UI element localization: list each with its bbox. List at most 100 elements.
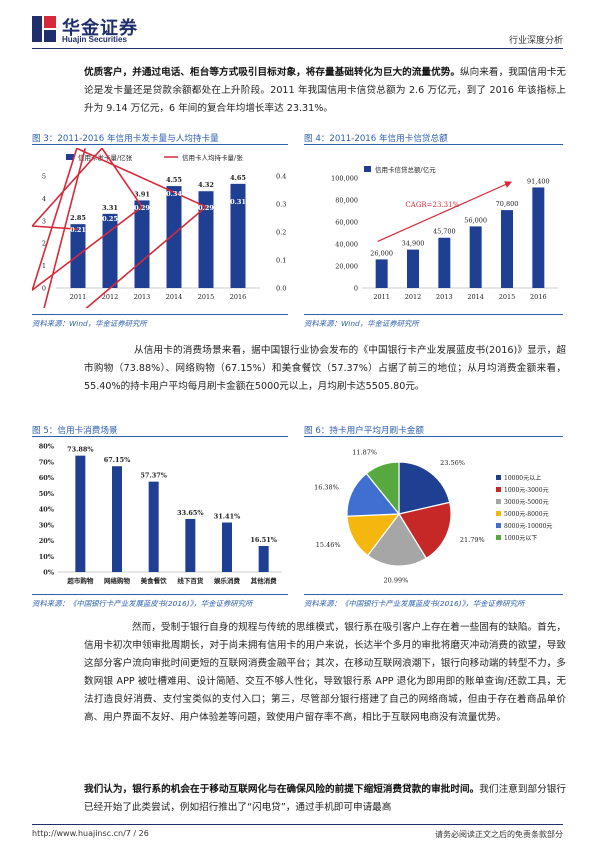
fig3-line-label: 0.31 bbox=[230, 198, 246, 206]
fig4-ytick: 40,000 bbox=[335, 241, 358, 249]
fig4-bar-label: 70,800 bbox=[496, 200, 519, 208]
fig6-slice-label: 23.56% bbox=[440, 459, 465, 467]
fig5-ytick: 20% bbox=[39, 537, 55, 545]
fig4-ytick: 0 bbox=[354, 285, 358, 293]
fig3-line-label: 0.29 bbox=[134, 204, 150, 212]
fig4-xtick: 2012 bbox=[405, 293, 422, 301]
fig3-bar-label: 4.55 bbox=[166, 176, 182, 184]
footer-disclaimer: 请务必阅读正文之后的免责条款部分 bbox=[435, 830, 563, 839]
fig6-legend-swatch bbox=[496, 523, 501, 528]
fig3-bar-label: 3.31 bbox=[102, 204, 118, 212]
fig3-ytick-right: 0.4 bbox=[276, 173, 286, 181]
fig5-ytick: 0% bbox=[43, 569, 55, 577]
fig4-ytick: 80,000 bbox=[335, 197, 358, 205]
fig4-bar bbox=[532, 187, 545, 288]
fig3-ytick-left: 3 bbox=[42, 217, 46, 225]
fig6-bottom-rule bbox=[304, 594, 563, 595]
fig4-title: 图 4：2011-2016 年信用卡信贷总额 bbox=[304, 134, 448, 144]
fig6-legend-label: 3000元-5000元 bbox=[504, 499, 549, 506]
fig3-legend-label-bars: 信用卡发卡量/亿张 bbox=[78, 153, 133, 162]
fig5-xtick: 娱乐消费 bbox=[214, 576, 241, 585]
fig6-source: 资料来源：《中国银行卡产业发展蓝皮书(2016)》，华金证券研究所 bbox=[304, 599, 525, 608]
fig6-legend-label: 10000元以上 bbox=[504, 474, 541, 482]
fig3-bar-label: 4.32 bbox=[198, 181, 214, 189]
fig4-bar bbox=[469, 226, 482, 288]
fig3-ytick-left: 4 bbox=[42, 195, 46, 203]
fig5-xtick: 超市购物 bbox=[66, 576, 94, 585]
fig6-slice bbox=[366, 512, 428, 567]
fig5-bar bbox=[75, 455, 86, 572]
fig5-bar-label: 73.88% bbox=[67, 446, 94, 454]
fig3-ytick-left: 2 bbox=[42, 240, 46, 248]
fig6-slice-label: 20.99% bbox=[384, 576, 409, 584]
fig3-ytick-left: 0 bbox=[42, 285, 46, 293]
fig3-xtick: 2013 bbox=[134, 293, 151, 301]
fig6-legend-label: 1000元以下 bbox=[504, 535, 537, 542]
fig6-legend-swatch bbox=[496, 487, 501, 492]
opportunity-bold: 我们认为，银行系的机会在于移动互联网化与在确保风险的前提下缩短消费贷款的审批时间… bbox=[84, 784, 480, 795]
fig4-bar-label: 45,700 bbox=[433, 228, 456, 236]
company-name-en: Huajin Securities bbox=[62, 35, 127, 44]
fig5-ytick: 60% bbox=[39, 474, 55, 482]
fig5-bar-label: 57.37% bbox=[140, 472, 167, 480]
fig5-bar bbox=[185, 519, 196, 572]
fig5-title: 图 5：信用卡消费场景 bbox=[32, 426, 118, 436]
fig6-slice-label: 16.38% bbox=[314, 483, 339, 491]
fig3-bar bbox=[166, 186, 182, 288]
fig6-title: 图 6：持卡用户平均月刷卡金额 bbox=[304, 426, 424, 436]
fig5-bar-label: 33.65% bbox=[177, 509, 204, 517]
fig6-slice-label: 15.46% bbox=[316, 541, 341, 549]
fig6-legend-label: 8000元-10000元 bbox=[504, 523, 552, 530]
fig4-bar bbox=[375, 259, 388, 288]
fig3-ytick-right: 0.1 bbox=[276, 257, 286, 265]
fig4-bar bbox=[407, 249, 419, 288]
fig6-chart: 23.56% 21.79% 20.99% 15.46% 16.38% 11.87% 1000… bbox=[314, 448, 552, 584]
fig3-line-label: 0.25 bbox=[102, 215, 118, 223]
fig4-ytick: 100,000 bbox=[331, 175, 358, 183]
fig3-bar-label: 3.91 bbox=[134, 190, 150, 198]
fig3-xtick: 2015 bbox=[198, 293, 215, 301]
fig6-legend-label: 1000元-3000元 bbox=[504, 487, 549, 494]
fig4-cagr-label: CAGR=23.31% bbox=[405, 201, 459, 209]
fig3-ytick-right: 0.2 bbox=[276, 229, 286, 237]
fig4-bar bbox=[438, 237, 451, 288]
fig5-bar bbox=[148, 481, 159, 572]
fig4-rule bbox=[304, 144, 563, 145]
fig4-xtick: 2016 bbox=[530, 293, 547, 301]
fig4-bar-label: 34,900 bbox=[402, 240, 425, 248]
fig4-bar-label: 56,000 bbox=[464, 216, 487, 224]
fig5-xtick: 线下百货 bbox=[177, 576, 204, 585]
fig4-xtick: 2015 bbox=[499, 293, 516, 301]
fig6-slice bbox=[365, 461, 400, 516]
fig3-bar-label: 4.65 bbox=[230, 174, 246, 182]
fig5-bar-label: 16.51% bbox=[250, 536, 277, 544]
fig5-xtick: 网络购物 bbox=[104, 576, 131, 585]
fig5-rule bbox=[32, 436, 288, 437]
fig5-bar bbox=[258, 545, 269, 572]
fig3-legend-swatch-bars bbox=[66, 154, 74, 160]
fig5-bottom-rule bbox=[32, 594, 288, 595]
fig5-chart: 0% 10% 20% 30% 40% 50% 60% 70% 80% 73.88% 超市购物 67.1… bbox=[39, 443, 282, 585]
fig5-bar bbox=[112, 466, 122, 572]
fig5-source: 资料来源：《中国银行卡产业发展蓝皮书(2016)》，华金证券研究所 bbox=[32, 599, 253, 608]
fig6-slice-label: 11.87% bbox=[352, 448, 377, 456]
fig4-legend-swatch bbox=[364, 166, 371, 172]
fig3-ytick-left: 5 bbox=[42, 173, 46, 181]
fig5-ytick: 70% bbox=[39, 458, 55, 466]
report-type: 行业深度分析 bbox=[508, 36, 563, 46]
fig5-bar-label: 31.41% bbox=[214, 513, 241, 521]
fig3-chart: 信用卡发卡量/亿张 信用卡人均持卡量/张 0 1 2 3 4 5 0.0 0.1 0.2 0.3 0.4… bbox=[32, 148, 286, 308]
fig4-legend-label: 信用卡信贷总额/亿元 bbox=[375, 165, 436, 174]
fig5-ytick: 40% bbox=[39, 506, 55, 514]
fig3-bottom-rule bbox=[32, 314, 288, 315]
weakness-paragraph: 然而，受制于银行自身的规程与传统的思维模式，银行系在吸引客户上存在着一些固有的缺… bbox=[84, 622, 566, 723]
fig6-legend-swatch bbox=[496, 475, 501, 480]
fig3-line-label: 0.29 bbox=[198, 204, 214, 212]
fig3-source: 资料来源：Wind，华金证券研究所 bbox=[32, 319, 147, 328]
fig6-legend-swatch bbox=[496, 535, 501, 540]
fig4-cagr-arrow bbox=[377, 181, 513, 242]
fig3-rule bbox=[32, 144, 288, 145]
fig3-title: 图 3：2011-2016 年信用卡发卡量与人均持卡量 bbox=[32, 134, 219, 144]
fig4-source: 资料来源：Wind，华金证券研究所 bbox=[304, 319, 419, 328]
fig4-chart: 信用卡信贷总额/亿元 0 20,000 40,000 60,000 80,000 100,0… bbox=[331, 165, 558, 301]
